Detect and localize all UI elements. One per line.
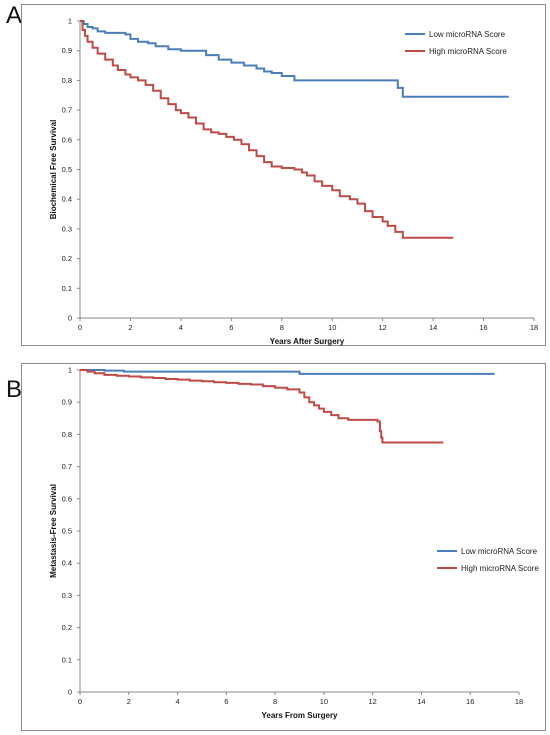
x-tick-label: 16 bbox=[466, 697, 474, 706]
legend-label: Low microRNA Score bbox=[461, 547, 538, 556]
chart-panel-b: 0 2 4 6 8 10 12 14 16 18 0 0.1 0.2 0.3 0.4 0.5 0.6 0.7 0.8… bbox=[21, 363, 546, 731]
y-tick-label: 0 bbox=[68, 314, 72, 323]
y-tick-label: 0 bbox=[68, 688, 72, 697]
x-tick-label: 18 bbox=[515, 697, 523, 706]
x-tick-label: 10 bbox=[320, 697, 328, 706]
y-tick-label: 0.5 bbox=[62, 527, 72, 536]
y-tick-label: 0.5 bbox=[62, 165, 72, 174]
x-tick-label: 14 bbox=[417, 697, 425, 706]
panel-label-b: B bbox=[6, 376, 23, 403]
legend-label: Low microRNA Score bbox=[429, 30, 506, 39]
x-tick-label: 14 bbox=[429, 323, 437, 332]
x-axis-title: Years From Surgery bbox=[261, 711, 338, 720]
chart-panel-a: 0 2 4 6 8 10 12 14 16 18 0 0.1 0.2 0.3 0.4 0.5 0.6 0.7 0.8… bbox=[21, 4, 546, 346]
series-line-low-microrna bbox=[80, 369, 495, 375]
y-tick-label: 0.7 bbox=[62, 462, 72, 471]
x-tick-label: 6 bbox=[229, 323, 233, 332]
y-tick-label: 0.9 bbox=[62, 398, 72, 407]
x-tick-label: 0 bbox=[78, 697, 82, 706]
x-tick-label: 16 bbox=[479, 323, 487, 332]
x-tick-label: 0 bbox=[78, 323, 82, 332]
y-tick-label: 0.9 bbox=[62, 46, 72, 55]
y-tick-label: 0.3 bbox=[62, 591, 72, 600]
series-line-low-microrna bbox=[80, 20, 509, 98]
y-tick-label: 1 bbox=[68, 17, 72, 26]
series-line-high-microrna bbox=[80, 369, 444, 444]
x-tick-label: 4 bbox=[179, 323, 183, 332]
x-tick-label: 2 bbox=[127, 697, 131, 706]
x-tick-label: 10 bbox=[328, 323, 336, 332]
y-tick-label: 0.2 bbox=[62, 254, 72, 263]
y-tick-label: 0.8 bbox=[62, 430, 72, 439]
chart-a-svg: 0 2 4 6 8 10 12 14 16 18 0 0.1 0.2 0.3 0.4 0.5 0.6 0.7 0.8… bbox=[49, 17, 538, 347]
x-axis-title: Years After Surgery bbox=[270, 337, 345, 346]
y-tick-label: 1 bbox=[68, 366, 72, 375]
series-line-high-microrna bbox=[80, 20, 454, 239]
x-tick-label: 4 bbox=[175, 697, 179, 706]
y-tick-label: 0.1 bbox=[62, 284, 72, 293]
chart-b-svg: 0 2 4 6 8 10 12 14 16 18 0 0.1 0.2 0.3 0.4 0.5 0.6 0.7 0.8… bbox=[49, 366, 539, 721]
y-axis-title: Biochemical Free Survival bbox=[49, 120, 58, 220]
x-tick-label: 2 bbox=[128, 323, 132, 332]
y-tick-label: 0.1 bbox=[62, 655, 72, 664]
y-tick-label: 0.7 bbox=[62, 106, 72, 115]
y-tick-label: 0.4 bbox=[62, 195, 72, 204]
y-axis-title: Metastasis-Free Survival bbox=[49, 484, 58, 578]
y-tick-label: 0.4 bbox=[62, 559, 72, 568]
y-tick-label: 0.3 bbox=[62, 224, 72, 233]
legend-label: High microRNA Score bbox=[461, 564, 539, 573]
x-tick-label: 12 bbox=[368, 697, 376, 706]
x-tick-label: 6 bbox=[224, 697, 228, 706]
panel-label-a: A bbox=[6, 2, 23, 29]
y-tick-label: 0.2 bbox=[62, 623, 72, 632]
legend-label: High microRNA Score bbox=[429, 47, 507, 56]
x-tick-label: 8 bbox=[273, 697, 277, 706]
x-tick-label: 18 bbox=[530, 323, 538, 332]
y-tick-label: 0.6 bbox=[62, 135, 72, 144]
x-tick-label: 12 bbox=[378, 323, 386, 332]
y-tick-label: 0.8 bbox=[62, 76, 72, 85]
x-tick-label: 8 bbox=[280, 323, 284, 332]
y-tick-label: 0.6 bbox=[62, 494, 72, 503]
